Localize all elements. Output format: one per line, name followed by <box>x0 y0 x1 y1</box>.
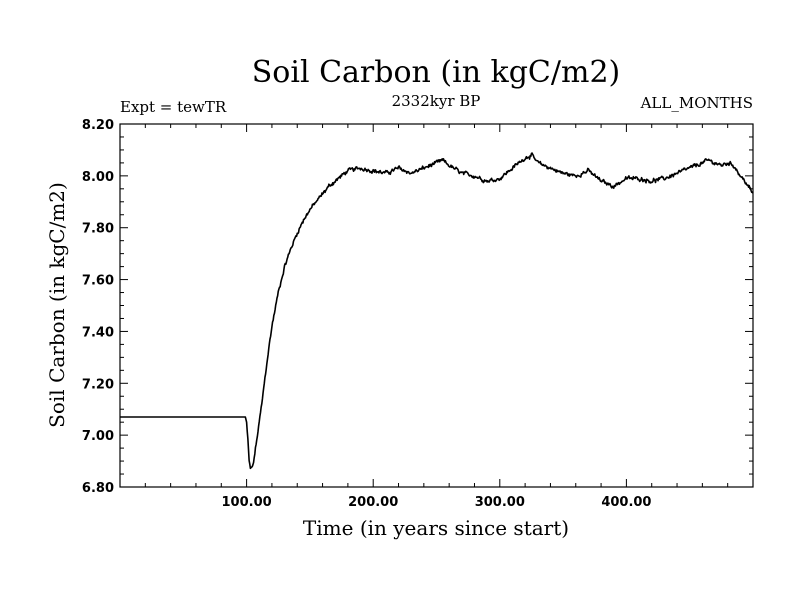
y-tick-label: 7.60 <box>82 274 114 289</box>
y-tick-label: 8.00 <box>82 170 114 185</box>
x-tick-label: 100.00 <box>222 495 272 510</box>
chart-title: Soil Carbon (in kgC/m2) <box>252 55 620 90</box>
x-axis-label: Time (in years since start) <box>303 516 569 540</box>
x-axis-ticks: 100.00 200.00 300.00 400.00 <box>119 124 754 510</box>
x-tick-label: 200.00 <box>348 495 398 510</box>
months-label: ALL_MONTHS <box>640 94 753 112</box>
y-tick-label: 7.80 <box>82 222 114 237</box>
y-tick-label: 7.40 <box>82 325 114 340</box>
soil-carbon-line <box>119 152 754 470</box>
period-label: 2332kyr BP <box>392 92 481 110</box>
y-axis-ticks: 6.80 7.00 7.20 7.40 7.60 7.80 8.00 8.20 <box>82 118 753 496</box>
y-tick-label: 8.20 <box>82 118 114 133</box>
y-tick-label: 7.20 <box>82 377 114 392</box>
experiment-label: Expt = tewTR <box>120 98 227 116</box>
y-axis-label: Soil Carbon (in kgC/m2) <box>45 182 69 428</box>
plot-frame <box>119 123 754 488</box>
x-tick-label: 300.00 <box>475 495 525 510</box>
x-tick-label: 400.00 <box>601 495 651 510</box>
y-tick-label: 7.00 <box>82 429 114 444</box>
y-tick-label: 6.80 <box>82 481 114 496</box>
